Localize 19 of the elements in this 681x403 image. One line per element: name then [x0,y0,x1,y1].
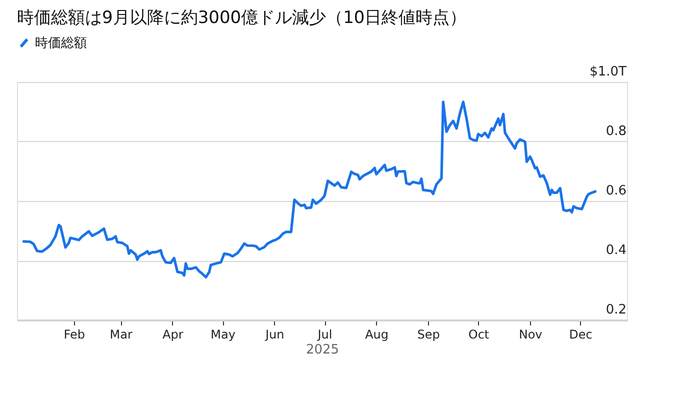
chart-title: 時価総額は9月以降に約3000億ドル減少（10日終値時点） [17,8,467,28]
y-tick-label: 0.6 [606,184,626,198]
x-tick-label: Jun [264,328,284,342]
y-tick-label: 0.2 [606,302,626,318]
y-tick-label: 0.8 [606,124,626,139]
x-tick-label: Sep [417,328,440,342]
x-tick-label: Aug [365,328,389,342]
x-tick-label: Mar [110,328,133,342]
x-tick-label: Jul [316,328,332,342]
x-tick-label: Nov [518,328,542,342]
y-tick-label: 0.4 [606,243,626,258]
x-tick-label: Dec [569,328,592,342]
x-tick-label: May [210,328,236,342]
y-tick-label: $1.0T [590,64,627,80]
legend-label: 時価総額 [35,36,87,51]
x-tick-label: Feb [64,328,85,342]
x-tick-label: Apr [162,328,184,342]
x-axis-title: 2025 [306,342,340,358]
x-tick-label: Oct [468,328,490,342]
